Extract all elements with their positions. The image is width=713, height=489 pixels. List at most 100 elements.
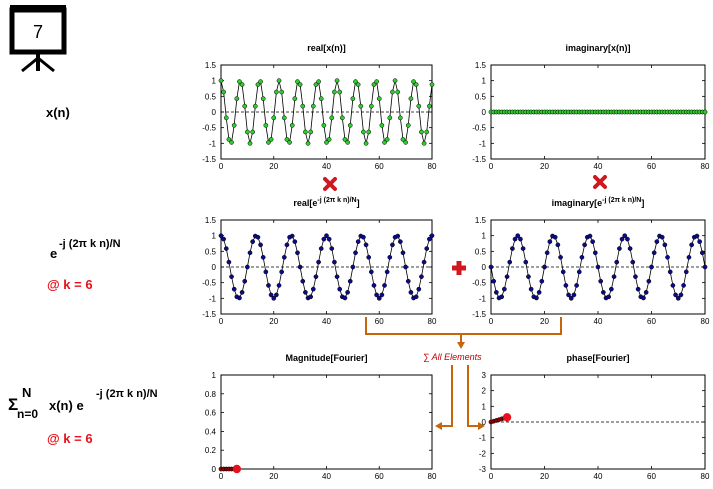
label-sigma: Σ [8,395,18,414]
data-point [284,242,290,248]
y-tick-label: -1.5 [472,155,486,164]
arrow-down-icon [457,342,465,349]
y-tick-label: 0 [482,263,487,272]
label-exponential: e -j (2π k n)/N [50,238,121,261]
y-tick-label: 0.5 [475,247,487,256]
data-point [673,292,678,298]
data-point [382,140,387,145]
data-point [332,89,337,95]
y-tick-label: 1 [482,402,487,411]
data-point [523,259,529,265]
x-tick-label: 60 [647,162,656,171]
data-point [229,274,234,280]
data-point [242,278,248,284]
data-point [662,242,668,248]
board-leg-left [21,56,39,73]
data-point [488,264,494,270]
data-point [347,278,353,284]
x-tick-label: 60 [375,472,384,481]
data-point [520,246,526,251]
data-point [313,274,319,280]
data-point [601,289,606,295]
data-point [681,283,686,288]
data-point [667,269,673,275]
data-point [258,79,263,84]
presentation-board-icon: 7 [9,5,67,73]
data-point [339,115,345,121]
data-point [552,234,558,240]
data-point [622,233,628,239]
y-tick-label: 0.5 [205,247,217,256]
y-tick-label: 0 [212,465,217,474]
data-point [292,239,298,245]
y-tick-label: 1 [212,77,217,86]
data-point [651,250,657,256]
data-point [499,294,505,300]
x-tick-label: 60 [375,162,384,171]
data-point [574,283,579,288]
data-point [247,140,253,146]
y-tick-label: 0.4 [205,427,217,436]
plot-title: imaginary[e-j (2π k n)/N] [552,197,645,208]
data-point [518,236,523,242]
y-tick-label: 1 [212,371,217,380]
plot-title: Magnitude[Fourier] [286,353,368,363]
y-tick-label: -0.5 [472,124,486,133]
data-point [379,122,385,128]
y-tick-label: 0.2 [205,446,217,455]
data-point [390,242,395,248]
data-point [237,79,242,84]
plot-title-main: imaginary[x(n)] [565,43,630,53]
data-point [234,96,240,102]
data-point [308,129,314,135]
data-point [371,283,377,288]
data-point [408,289,414,295]
data-point [345,140,350,145]
data-point [539,278,545,284]
plot-title-main: imaginary[e [552,198,603,208]
data-point [361,234,366,240]
data-point [405,278,411,284]
x-tick-label: 40 [594,162,603,171]
x-tick-label: 80 [701,162,710,171]
data-point [429,82,435,87]
data-point [408,96,414,102]
data-point [384,137,390,142]
y-tick-label: -1 [479,294,487,303]
data-point [308,294,314,300]
y-tick-label: -1 [479,434,487,443]
data-point [411,79,416,84]
plot-imag_e: imaginary[e-j (2π k n)/N] 0 20 40 60 80 1.5 1 0.… [472,197,710,326]
multiply-icon [593,175,607,189]
data-point [400,250,406,256]
y-tick-label: 0 [482,418,487,427]
data-point [630,259,636,265]
data-point [366,254,372,260]
data-point [310,103,316,109]
x-tick-label: 80 [701,317,710,326]
data-point [303,289,308,295]
x-tick-label: 60 [375,317,384,326]
data-point [515,233,521,239]
x-tick-label: 0 [489,472,494,481]
x-tick-label: 80 [701,472,710,481]
data-point [627,246,633,251]
data-point [218,233,224,239]
data-point [699,250,705,256]
data-point [413,294,419,300]
y-tick-label: 0 [212,263,217,272]
data-point [297,82,303,87]
data-point [617,246,622,251]
data-point [395,89,401,95]
board-leg-right [37,56,55,73]
data-point [223,115,229,121]
y-tick-label: -0.5 [202,279,216,288]
data-point [247,250,253,256]
data-point [595,264,601,270]
data-point [263,269,269,275]
data-point [258,242,263,248]
data-point [350,264,356,270]
data-point [374,79,379,84]
data-point [334,274,340,280]
y-tick-label: 0.6 [205,409,217,418]
